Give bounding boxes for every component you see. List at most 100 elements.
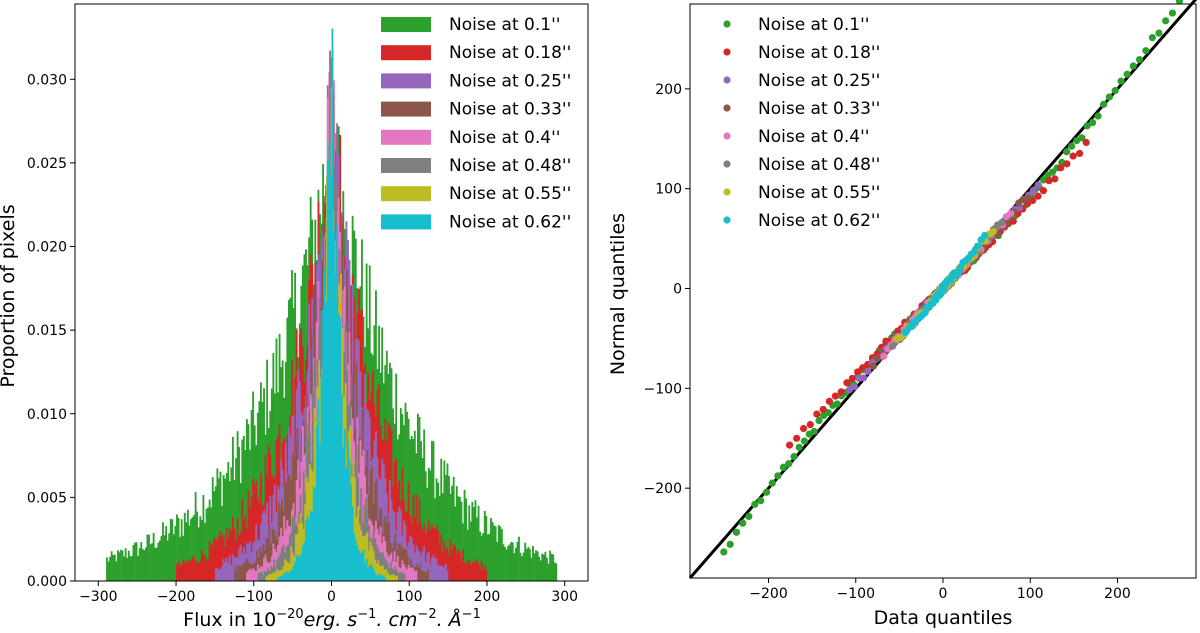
hist-bar [345, 467, 348, 581]
qq-point [843, 379, 851, 387]
hist-bar [219, 530, 222, 581]
hist-bar [409, 439, 412, 581]
hist-bar [262, 574, 265, 581]
hist-bar [177, 561, 180, 581]
hist-bar [227, 461, 230, 581]
hist-bar [357, 506, 359, 581]
hist-bar [403, 564, 405, 581]
x-label-prefix: Flux in 10 [183, 609, 276, 631]
hist-bar [419, 563, 422, 581]
hist-bar [354, 540, 357, 581]
qq-point [1088, 118, 1097, 127]
hist-bar [219, 471, 222, 581]
legend-marker [723, 188, 731, 196]
legend-marker [723, 104, 731, 112]
qq-point [757, 497, 765, 505]
hist-bar [143, 550, 146, 581]
hist-bar [486, 534, 489, 581]
qq-point [1100, 100, 1108, 108]
qq-point [1063, 160, 1071, 168]
hist-bar [260, 571, 263, 581]
hist-bar [191, 557, 194, 581]
hist-bar [135, 542, 138, 581]
qq-point [1083, 122, 1091, 130]
hist-bar [438, 565, 441, 581]
legend-label: Noise at 0.1'' [758, 15, 869, 35]
hist-bar [292, 566, 295, 581]
hist-bar [180, 564, 183, 581]
hist-bar [250, 570, 253, 581]
hist-bar [182, 559, 185, 581]
legend-marker [723, 132, 731, 140]
hist-bar [438, 495, 441, 581]
x-tick-label: 200 [474, 589, 501, 605]
hist-bar [121, 550, 124, 581]
hist-bar [291, 516, 294, 581]
hist-bar [494, 526, 497, 581]
hist-bar [266, 538, 269, 581]
hist-bar [301, 545, 304, 581]
hist-bar [468, 505, 471, 581]
x-label-cm: . cm [376, 609, 417, 631]
hist-bar [412, 568, 415, 581]
hist-bar [420, 570, 423, 581]
qq-point [1007, 209, 1015, 218]
hist-bar [309, 510, 312, 581]
hist-bar [246, 419, 248, 581]
hist-bar [152, 532, 155, 581]
qq-point [720, 548, 728, 556]
hist-bar [179, 565, 181, 581]
hist-bar [429, 563, 432, 581]
y-tick-label: 100 [655, 182, 682, 198]
hist-bar [180, 519, 183, 581]
hist-bar [285, 561, 288, 581]
hist-bar [280, 547, 283, 581]
hist-bar [496, 541, 499, 581]
legend-marker [723, 160, 731, 168]
hist-bar [522, 552, 525, 581]
hist-bar [377, 560, 380, 581]
hist-bar [331, 28, 334, 582]
legend-label: Noise at 0.55'' [758, 183, 880, 203]
qq-series-7 [901, 231, 989, 337]
hist-bar [458, 496, 461, 581]
hist-bar [547, 563, 550, 581]
hist-bar [290, 546, 293, 581]
hist-bar [415, 494, 418, 581]
hist-bar [502, 544, 505, 581]
hist-bar [454, 506, 457, 581]
hist-bar [228, 528, 231, 581]
hist-bar [202, 495, 205, 581]
hist-bar [426, 552, 429, 581]
hist-bar [185, 562, 188, 581]
legend-label: Noise at 0.18'' [758, 43, 880, 63]
hist-bar [550, 553, 553, 581]
qq-y-label: Normal quantiles [607, 213, 629, 375]
qq-point [790, 453, 798, 461]
hist-bar [379, 573, 382, 581]
hist-bar [469, 564, 472, 581]
histogram-y-label: Proportion of pixels [0, 204, 19, 387]
hist-bar [539, 560, 542, 581]
hist-bar [225, 557, 228, 581]
qq-point [854, 368, 862, 376]
hist-bar [277, 571, 280, 581]
x-tick-label: 100 [396, 589, 423, 605]
hist-bar [202, 554, 205, 581]
hist-bar [302, 471, 305, 581]
hist-bar [130, 556, 133, 581]
hist-bar [452, 476, 455, 581]
qq-point [1082, 138, 1090, 147]
hist-bar [374, 538, 377, 581]
hist-bar [432, 528, 435, 581]
hist-bar [283, 573, 286, 581]
hist-bar [412, 494, 415, 581]
hist-bar [477, 562, 480, 581]
legend-marker [723, 76, 731, 84]
qq-point [850, 383, 858, 391]
qq-point [806, 420, 814, 429]
hist-bar [146, 534, 149, 581]
hist-bar [245, 559, 248, 581]
hist-bar [347, 440, 349, 581]
hist-bar [261, 401, 264, 581]
